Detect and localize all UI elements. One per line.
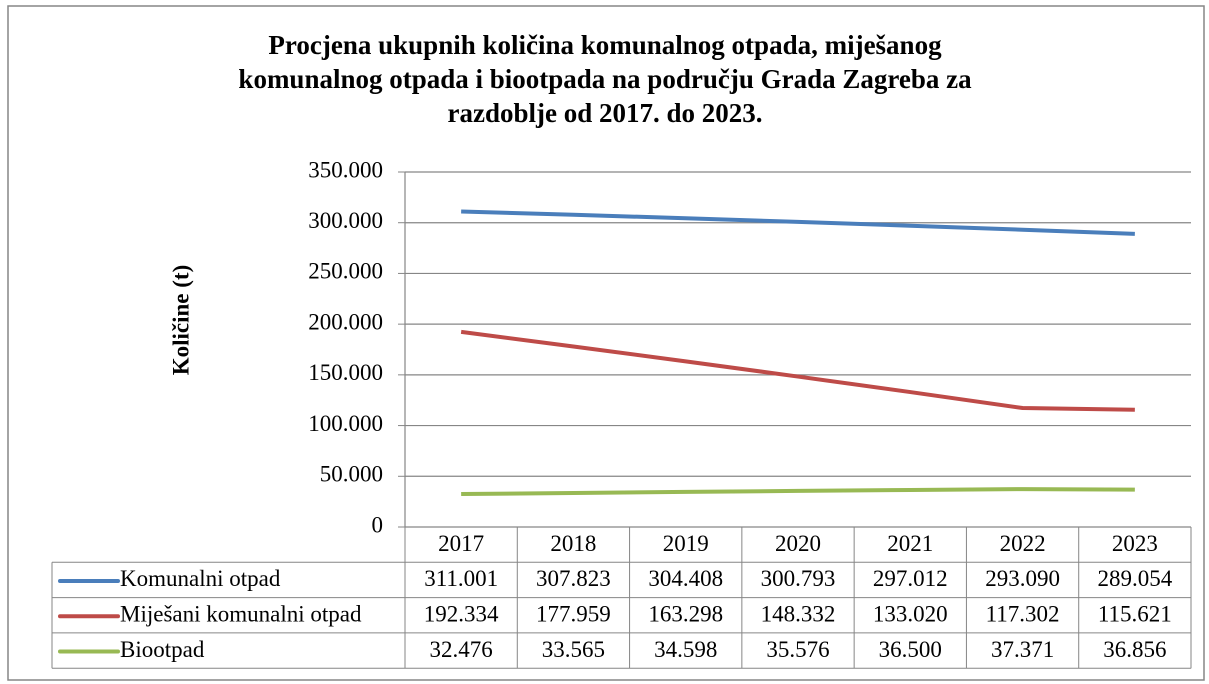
y-tick-label: 150.000	[308, 360, 383, 385]
table-value: 133.020	[873, 602, 948, 627]
table-value: 289.054	[1097, 566, 1172, 591]
table-value: 307.823	[536, 566, 611, 591]
series-line	[461, 487, 1135, 497]
chart-title: razdoblje od 2017. do 2023.	[447, 98, 762, 128]
chart-border	[7, 5, 1205, 681]
legend-label: Biootpad	[120, 637, 205, 662]
table-value: 192.334	[424, 602, 499, 627]
x-tick-label: 2023	[1112, 531, 1158, 556]
y-tick-label: 250.000	[308, 259, 383, 284]
x-tick-label: 2022	[1000, 531, 1046, 556]
x-tick-label: 2020	[775, 531, 821, 556]
y-tick-label: 100.000	[308, 411, 383, 436]
table-value: 115.621	[1098, 602, 1172, 627]
table-value: 117.302	[986, 602, 1060, 627]
legend-label: Miješani komunalni otpad	[120, 602, 362, 627]
x-tick-label: 2019	[663, 531, 709, 556]
legend-label: Komunalni otpad	[120, 566, 281, 591]
table-value: 177.959	[536, 602, 611, 627]
x-tick-label: 2017	[438, 531, 484, 556]
table-value: 297.012	[873, 566, 948, 591]
table-value: 311.001	[424, 566, 498, 591]
table-value: 304.408	[648, 566, 723, 591]
y-tick-label: 0	[372, 512, 384, 537]
y-tick-label: 200.000	[308, 309, 383, 334]
table-value: 163.298	[648, 602, 723, 627]
x-tick-label: 2021	[887, 531, 933, 556]
table-value: 300.793	[761, 566, 836, 591]
chart-title: komunalnog otpada i biootpada na područj…	[238, 64, 972, 94]
table-value: 35.576	[766, 637, 829, 662]
x-tick-label: 2018	[550, 531, 596, 556]
chart-title: Procjena ukupnih količina komunalnog otp…	[268, 30, 942, 60]
table-value: 36.856	[1103, 637, 1166, 662]
y-tick-label: 300.000	[308, 208, 383, 233]
y-axis-label: Količine (t)	[168, 265, 193, 376]
y-tick-label: 50.000	[320, 462, 383, 487]
table-value: 293.090	[985, 566, 1060, 591]
table-value: 36.500	[879, 637, 942, 662]
table-value: 33.565	[542, 637, 605, 662]
series-line	[461, 209, 1135, 236]
table-value: 148.332	[761, 602, 836, 627]
series-line	[460, 329, 1135, 412]
table-value: 34.598	[654, 637, 717, 662]
y-tick-label: 350.000	[308, 157, 383, 182]
table-value: 37.371	[991, 637, 1054, 662]
table-value: 32.476	[430, 637, 493, 662]
